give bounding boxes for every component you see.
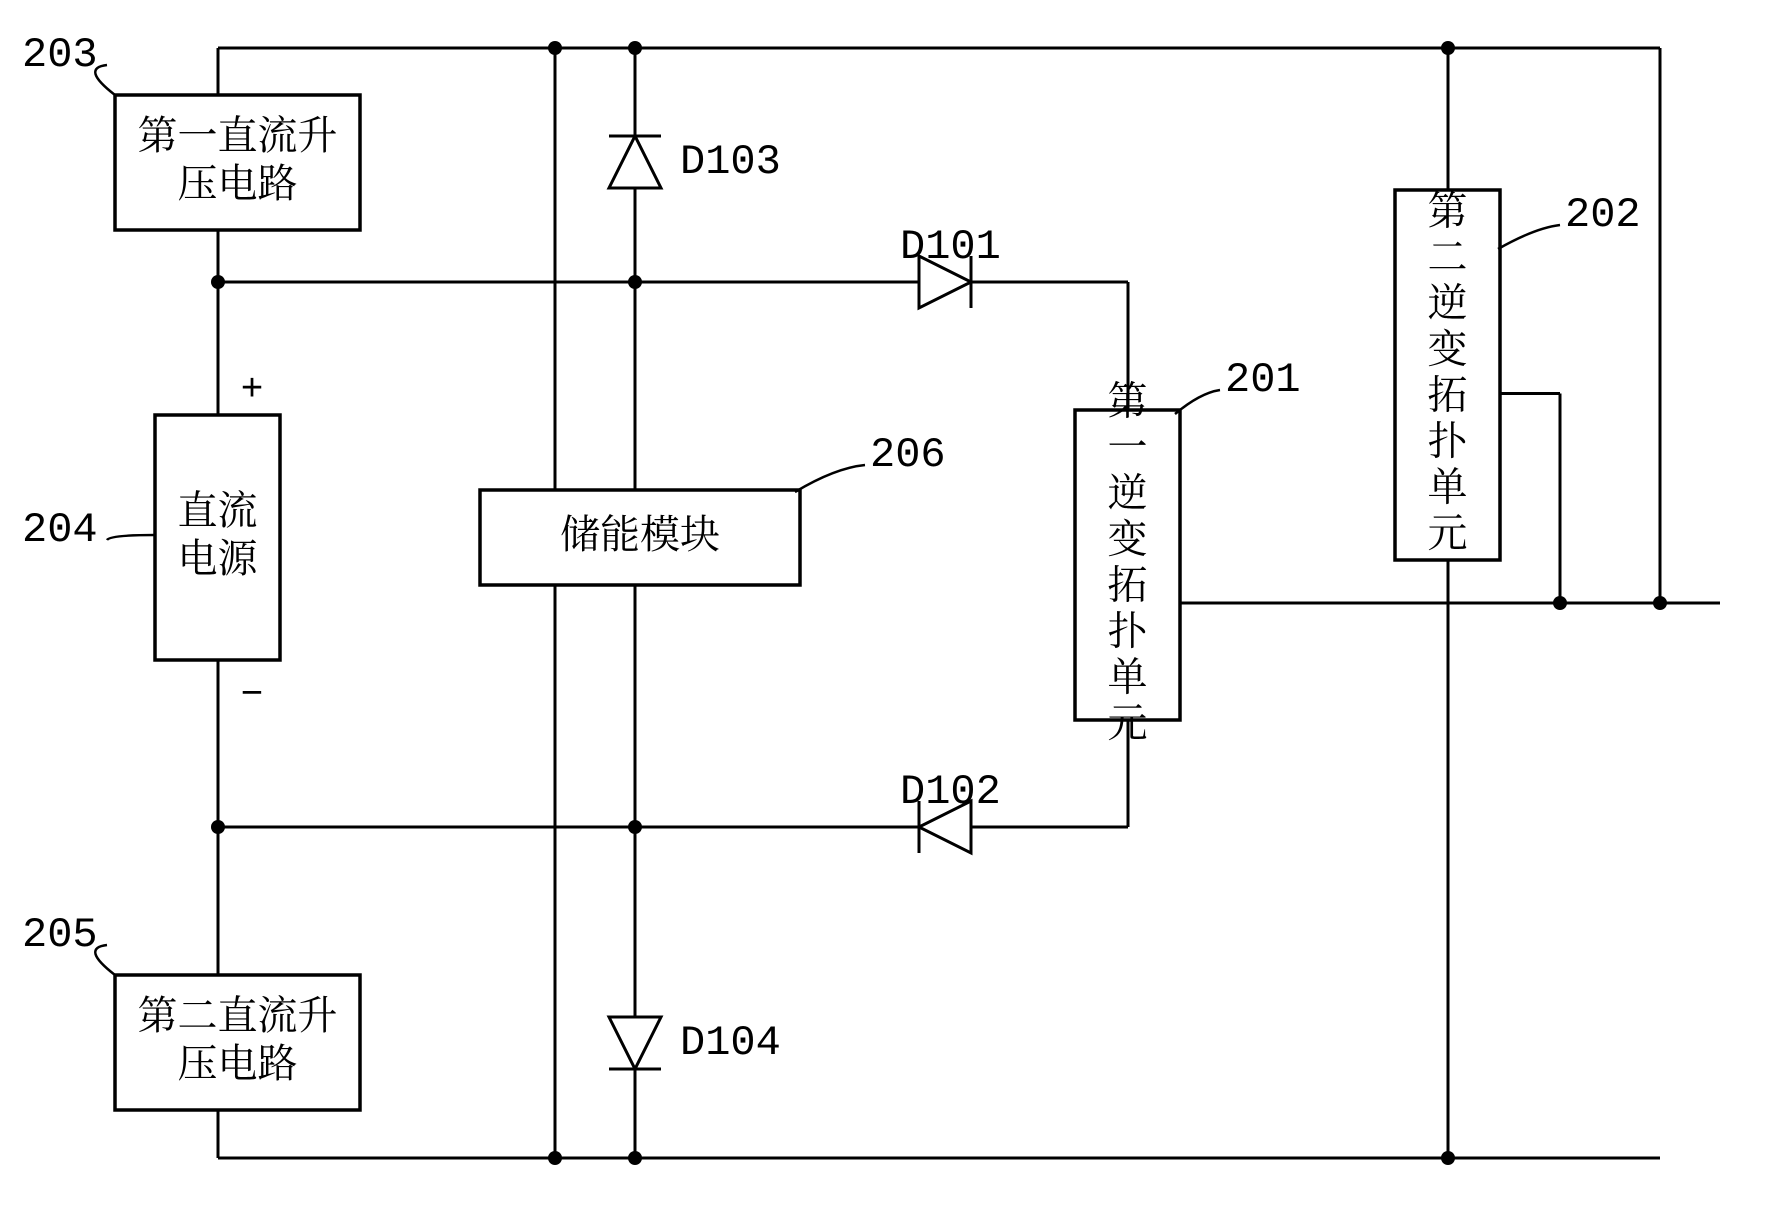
ref-label: 206 [870,431,946,479]
leader-line [795,465,865,492]
polarity-plus: + [241,369,264,412]
ref-label: 203 [22,31,98,79]
diode-D104 [609,1017,661,1069]
junction-dot [628,41,642,55]
junction-dot [628,1151,642,1165]
box-text: 元 [1108,691,1148,748]
ref-label: 202 [1565,191,1641,239]
junction-dot [1441,1151,1455,1165]
box-text: 压电路 [178,152,298,209]
diode-D103 [609,136,661,188]
ref-label: 204 [22,506,98,554]
diode-label: D103 [680,138,781,186]
junction-dot [1553,596,1567,610]
junction-dot [548,1151,562,1165]
ref-label: 201 [1225,356,1301,404]
box-text: 储能模块 [560,503,720,560]
junction-dot [1653,596,1667,610]
box-text: 元 [1428,501,1468,558]
leader-line [107,535,155,540]
diode-label: D101 [900,223,1001,271]
box-text: 压电路 [178,1032,298,1089]
circuit-diagram: D103D101D102D104第一直流升压电路直流电源第二直流升压电路储能模块… [0,0,1768,1208]
leader-line [1498,225,1560,249]
ref-label: 205 [22,911,98,959]
leader-line [95,945,115,975]
diode-label: D104 [680,1019,781,1067]
leader-line [95,65,115,95]
polarity-minus: − [241,674,264,717]
junction-dot [211,275,225,289]
junction-dot [628,275,642,289]
junction-dot [1441,41,1455,55]
box-text: 电源 [178,527,259,584]
junction-dot [211,820,225,834]
junction-dot [628,820,642,834]
junction-dot [548,41,562,55]
diode-label: D102 [900,768,1001,816]
